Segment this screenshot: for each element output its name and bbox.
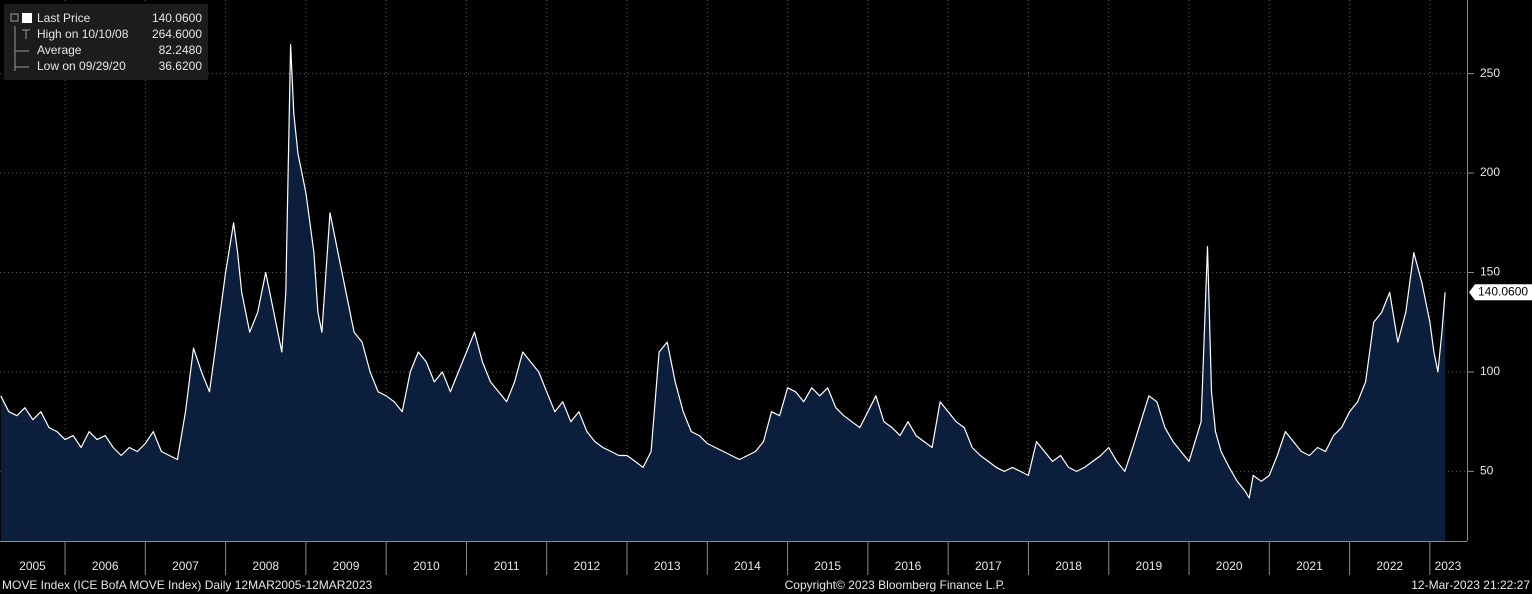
y-tick-label: 50: [1480, 464, 1494, 478]
footer-right: 12-Mar-2023 21:22:27: [1411, 578, 1530, 592]
last-price-tag: [1469, 284, 1532, 301]
legend-value: 36.6200: [159, 59, 203, 73]
legend-value: 82.2480: [159, 43, 203, 57]
x-tick-label: 2022: [1376, 559, 1403, 573]
legend-value: 264.6000: [152, 27, 202, 41]
x-tick-label: 2005: [19, 559, 46, 573]
legend-label: Last Price: [37, 11, 91, 25]
last-price-label: 140.0600: [1478, 284, 1528, 298]
legend-collapse-icon: [10, 13, 19, 22]
x-tick-label: 2008: [252, 559, 279, 573]
y-tick-label: 100: [1480, 364, 1500, 378]
legend-icons: [14, 26, 30, 71]
y-tick-label: 200: [1480, 165, 1500, 179]
area: [0, 44, 1446, 541]
plot-area: [0, 0, 1466, 541]
x-tick-label: 2009: [333, 559, 360, 573]
line: [0, 44, 1446, 499]
x-tick-label: 2014: [734, 559, 761, 573]
legend-value: 140.0600: [152, 11, 202, 25]
x-tick-label: 2017: [975, 559, 1002, 573]
x-tick-label: 2015: [814, 559, 841, 573]
legend-box: [4, 4, 208, 80]
x-tick-label: 2011: [494, 559, 520, 573]
x-tick-label: 2019: [1136, 559, 1163, 573]
x-tick-label: 2016: [895, 559, 922, 573]
legend-label: Average: [37, 43, 82, 57]
x-tick-label: 2018: [1055, 559, 1082, 573]
x-tick-label: 2023: [1435, 559, 1462, 573]
y-tick-label: 250: [1480, 66, 1500, 80]
legend-swatch: [22, 13, 32, 23]
x-tick-label: 2010: [413, 559, 440, 573]
footer-center: Copyright© 2023 Bloomberg Finance L.P.: [785, 578, 1006, 592]
footer-left: MOVE Index (ICE BofA MOVE Index) Daily 1…: [2, 578, 372, 592]
legend-label: Low on 09/29/20: [37, 59, 126, 73]
x-tick-label: 2007: [172, 559, 199, 573]
y-tick-label: 150: [1480, 265, 1500, 279]
x-tick-label: 2006: [92, 559, 119, 573]
x-tick-label: 2021: [1296, 559, 1323, 573]
x-tick-label: 2012: [574, 559, 601, 573]
x-tick-label: 2020: [1216, 559, 1243, 573]
legend: Last Price 140.0600 High on 10/10/08 264…: [4, 4, 208, 80]
legend-label: High on 10/10/08: [37, 27, 129, 41]
x-tick-label: 2013: [654, 559, 681, 573]
